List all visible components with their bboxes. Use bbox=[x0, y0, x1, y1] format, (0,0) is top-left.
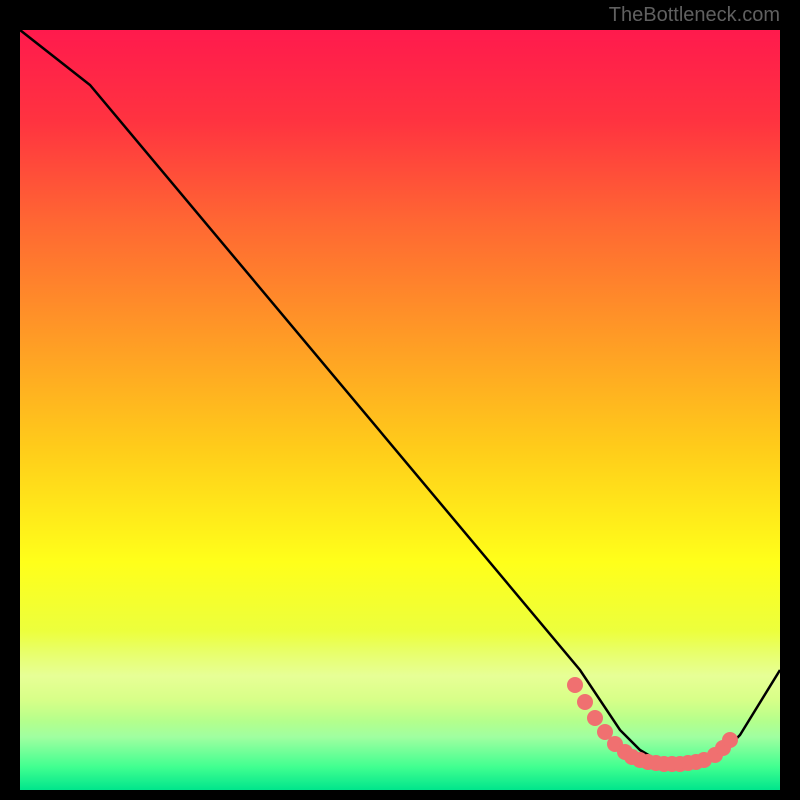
attribution-text: TheBottleneck.com bbox=[609, 4, 780, 27]
white-haze-band bbox=[20, 630, 780, 721]
data-marker bbox=[567, 677, 583, 693]
chart-svg bbox=[20, 30, 780, 790]
bottleneck-chart bbox=[20, 30, 780, 790]
data-marker bbox=[577, 694, 593, 710]
data-marker bbox=[722, 732, 738, 748]
data-marker bbox=[587, 710, 603, 726]
